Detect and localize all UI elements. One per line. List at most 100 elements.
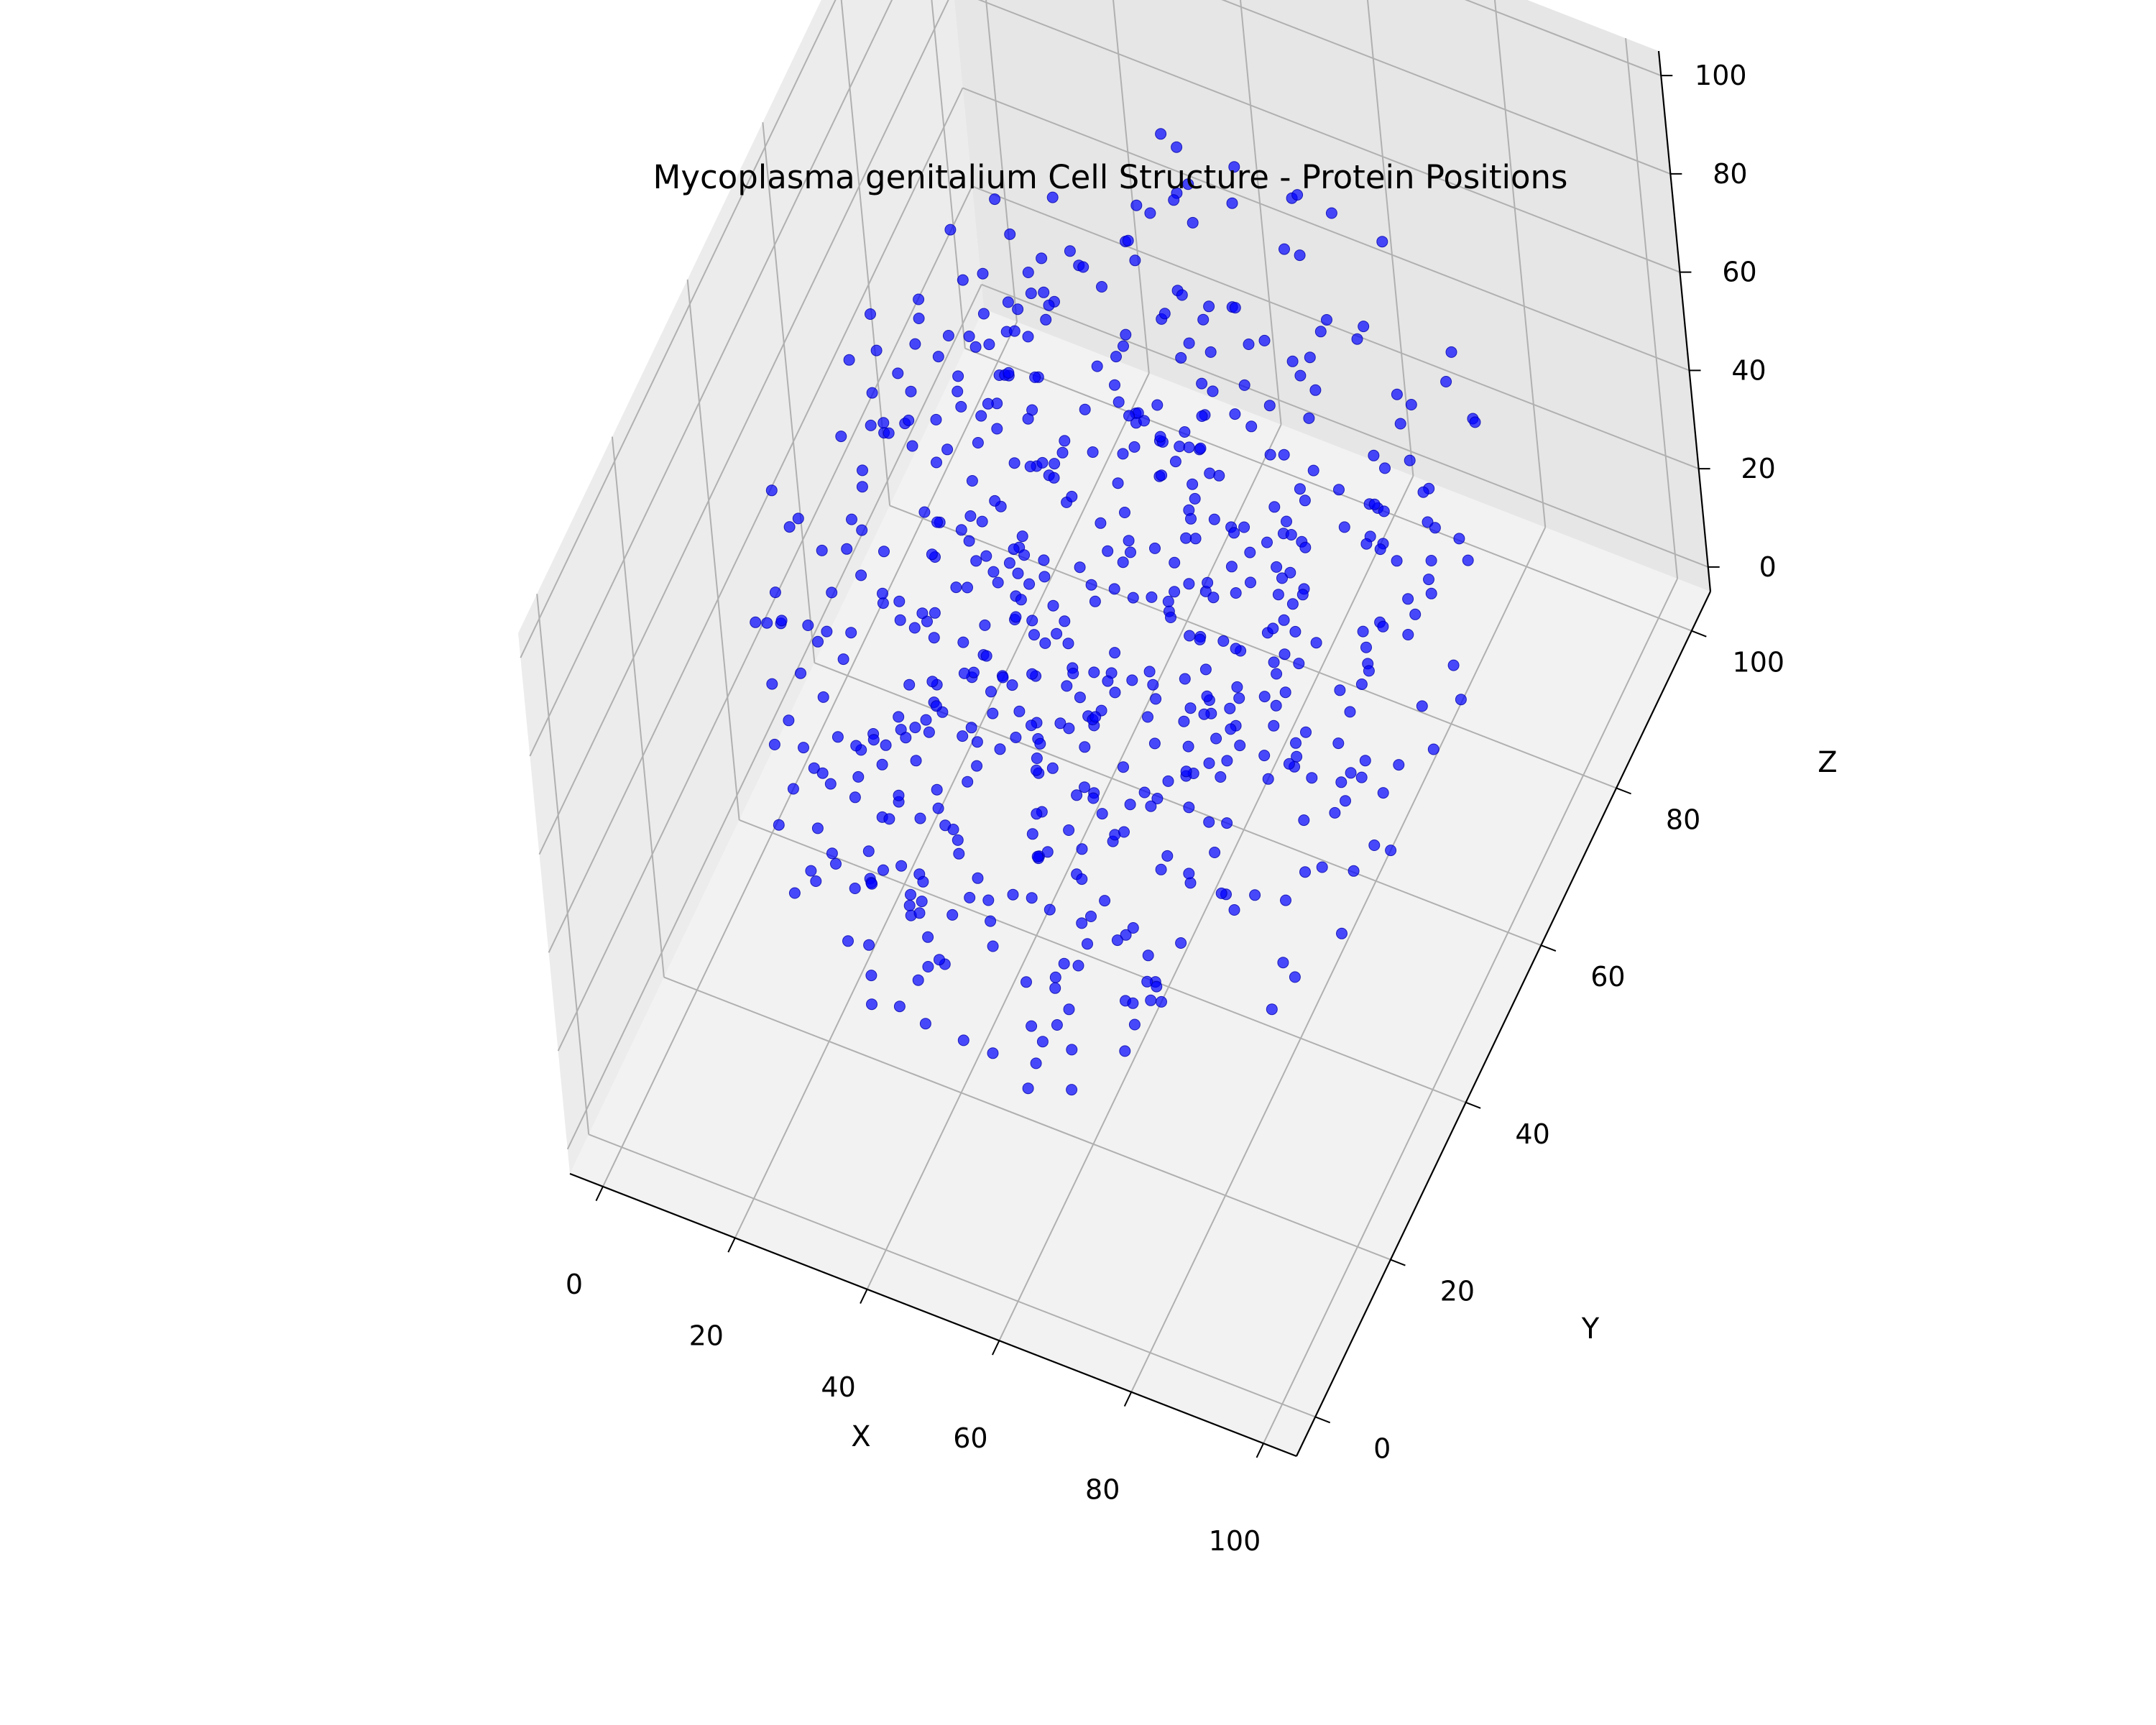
data-point bbox=[922, 931, 934, 943]
data-point bbox=[877, 864, 889, 876]
data-point bbox=[766, 678, 778, 690]
data-point bbox=[1299, 541, 1312, 553]
data-point bbox=[1217, 635, 1230, 647]
data-point bbox=[1038, 286, 1050, 298]
data-point bbox=[1238, 379, 1250, 391]
data-point bbox=[1184, 877, 1197, 889]
data-point bbox=[1184, 702, 1197, 714]
data-point bbox=[1225, 561, 1238, 573]
data-point bbox=[989, 193, 1001, 206]
data-point bbox=[1082, 938, 1093, 950]
data-point bbox=[1429, 522, 1441, 534]
data-point bbox=[1271, 668, 1283, 680]
data-point bbox=[1321, 314, 1332, 326]
data-point bbox=[1127, 997, 1139, 1009]
data-point bbox=[923, 726, 935, 738]
tick-marks bbox=[595, 75, 1720, 1458]
data-point bbox=[1300, 726, 1312, 738]
data-point bbox=[1061, 680, 1073, 692]
data-point bbox=[1118, 761, 1129, 773]
data-point bbox=[1306, 772, 1318, 784]
z-tick-label: 40 bbox=[1731, 354, 1766, 386]
x-gridline bbox=[1130, 527, 1547, 1393]
x-axis-line bbox=[569, 1172, 1297, 1458]
data-point bbox=[932, 351, 944, 363]
data-point bbox=[987, 566, 1000, 578]
data-point bbox=[1183, 441, 1195, 454]
data-point bbox=[1056, 446, 1069, 459]
data-point bbox=[900, 732, 912, 744]
data-point bbox=[816, 544, 828, 556]
data-point bbox=[1462, 554, 1474, 566]
data-point bbox=[1079, 741, 1091, 753]
data-point bbox=[1169, 456, 1181, 468]
data-point bbox=[1119, 507, 1130, 518]
data-point bbox=[1066, 1044, 1078, 1056]
data-point bbox=[1031, 764, 1042, 776]
data-point bbox=[1036, 456, 1049, 469]
y-gridline bbox=[588, 1133, 1316, 1418]
data-point bbox=[958, 667, 970, 679]
data-point bbox=[1249, 889, 1261, 901]
data-point bbox=[1059, 615, 1071, 627]
data-point bbox=[947, 824, 959, 835]
data-point bbox=[1245, 576, 1256, 589]
data-point bbox=[972, 872, 984, 884]
data-point bbox=[1079, 403, 1091, 415]
data-point bbox=[1244, 546, 1256, 558]
data-point bbox=[788, 887, 801, 899]
data-point bbox=[1096, 281, 1107, 293]
data-point bbox=[1338, 521, 1350, 533]
x-gridline bbox=[1493, 0, 1547, 528]
data-point bbox=[1294, 369, 1307, 382]
data-point bbox=[1169, 586, 1181, 598]
data-point bbox=[1108, 583, 1120, 595]
data-point bbox=[1043, 299, 1055, 311]
z-gridline bbox=[548, 87, 964, 953]
data-point bbox=[1445, 346, 1457, 358]
data-point bbox=[1294, 483, 1306, 495]
data-point bbox=[1245, 420, 1258, 433]
data-point bbox=[1054, 717, 1067, 730]
data-point bbox=[964, 510, 977, 522]
data-point bbox=[1162, 595, 1174, 607]
z-tick-label: 20 bbox=[1741, 453, 1775, 484]
data-point bbox=[1119, 1045, 1131, 1057]
data-point bbox=[1298, 814, 1310, 827]
data-point bbox=[1058, 957, 1070, 970]
data-point bbox=[980, 650, 992, 662]
data-point bbox=[841, 543, 853, 555]
data-point bbox=[893, 789, 905, 801]
data-point bbox=[1355, 771, 1368, 783]
data-point bbox=[1290, 737, 1302, 749]
data-point bbox=[1151, 399, 1164, 411]
data-point bbox=[1363, 665, 1375, 677]
data-point bbox=[1031, 850, 1044, 862]
data-point bbox=[1085, 579, 1097, 591]
data-point bbox=[920, 714, 932, 726]
data-point bbox=[1022, 1082, 1034, 1095]
data-point bbox=[1026, 719, 1037, 732]
data-point bbox=[1118, 826, 1130, 838]
data-point bbox=[1008, 543, 1020, 556]
data-point bbox=[1048, 472, 1060, 484]
data-point bbox=[916, 607, 929, 620]
x-tick-label: 100 bbox=[1209, 1525, 1261, 1557]
data-point bbox=[1036, 1036, 1049, 1048]
data-point bbox=[964, 891, 976, 903]
y-tick-label: 60 bbox=[1590, 961, 1625, 993]
data-point bbox=[1228, 161, 1240, 173]
data-point bbox=[977, 308, 990, 320]
data-point bbox=[1007, 888, 1019, 901]
y-tick-label: 40 bbox=[1515, 1118, 1549, 1150]
data-point bbox=[1003, 557, 1015, 569]
data-point bbox=[1368, 498, 1381, 510]
data-point bbox=[1151, 980, 1163, 993]
data-point bbox=[972, 437, 984, 448]
data-point bbox=[1225, 723, 1237, 735]
data-point bbox=[955, 400, 967, 413]
data-point bbox=[892, 367, 904, 380]
chart-title: Mycoplasma genitalium Cell Structure - P… bbox=[653, 158, 1568, 196]
data-point bbox=[983, 339, 995, 351]
